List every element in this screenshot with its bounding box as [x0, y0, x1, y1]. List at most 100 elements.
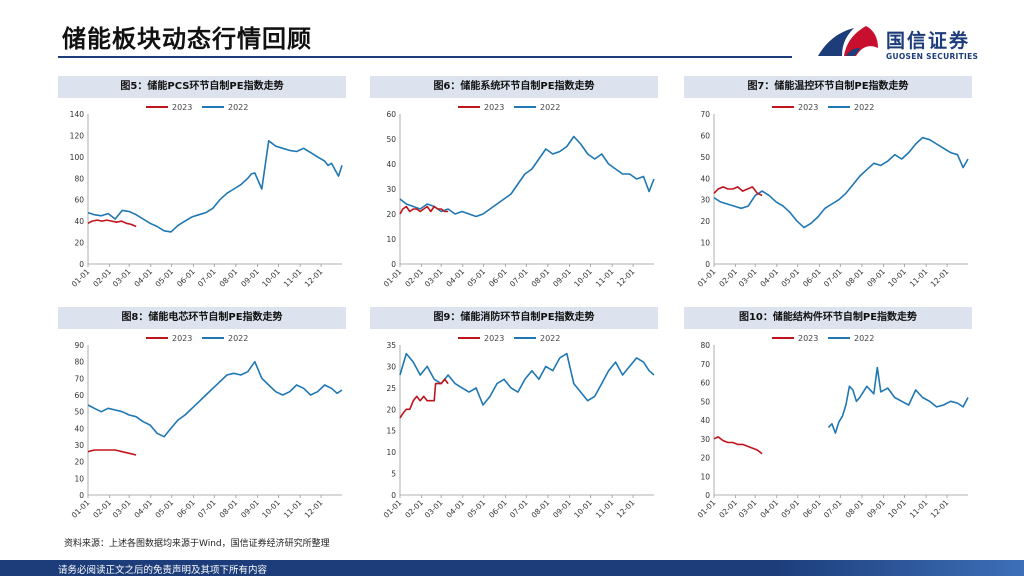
x-tick-label: 03-01: [111, 498, 133, 520]
x-tick-label: 03-01: [423, 498, 445, 520]
legend-item-2022: 2022: [514, 103, 560, 112]
legend-item-2022: 2022: [202, 103, 248, 112]
x-tick-label: 08-01: [530, 267, 552, 289]
x-tick-label: 05-01: [153, 267, 175, 289]
x-tick-label: 06-01: [487, 267, 509, 289]
x-tick-label: 08-01: [218, 498, 240, 520]
legend-label: 2023: [798, 103, 818, 112]
chart-title: 图10：储能结构件环节自制PE指数走势: [684, 307, 972, 329]
legend-item-2022: 2022: [514, 334, 560, 343]
x-tick-label: 04-01: [758, 498, 780, 520]
x-tick-label: 03-01: [111, 267, 133, 289]
y-tick-label: 60: [74, 196, 84, 205]
legend: 2023 2022: [772, 334, 874, 343]
x-tick-label: 05-01: [779, 498, 801, 520]
legend-item-2023: 2023: [458, 334, 504, 343]
x-tick-label: 08-01: [218, 267, 240, 289]
y-tick-label: 60: [700, 379, 710, 388]
legend-label: 2023: [484, 334, 504, 343]
x-tick-label: 07-01: [508, 267, 530, 289]
x-tick-label: 09-01: [865, 498, 887, 520]
x-tick-label: 09-01: [239, 267, 261, 289]
x-tick-label: 12-01: [303, 267, 325, 289]
chart-title: 图8：储能电芯环节自制PE指数走势: [58, 307, 346, 329]
title-rule: [58, 56, 792, 58]
footer-disclaimer: 请务必阅读正文之后的免责声明及其项下所有内容: [58, 565, 268, 576]
x-tick-label: 10-01: [572, 498, 594, 520]
legend-item-2023: 2023: [772, 103, 818, 112]
y-tick-label: 40: [74, 217, 84, 226]
x-tick-label: 01-01: [382, 498, 404, 520]
y-tick-label: 140: [70, 110, 85, 119]
legend-label: 2023: [172, 334, 192, 343]
x-tick-label: 03-01: [737, 267, 759, 289]
x-tick-label: 11-01: [594, 498, 616, 520]
y-tick-label: 30: [74, 441, 84, 450]
source-note: 资料来源：上述各图数据均来源于Wind，国信证券经济研究所整理: [64, 539, 330, 549]
y-tick-label: 80: [74, 358, 84, 367]
footer-bar: [0, 560, 1024, 576]
series-line-2023: [399, 378, 449, 419]
series-line-2023: [87, 449, 137, 456]
chart-title: 图7：储能温控环节自制PE指数走势: [684, 76, 972, 98]
y-tick-label: 0: [391, 260, 396, 269]
y-tick-label: 0: [79, 491, 84, 500]
x-tick-label: 01-01: [696, 498, 718, 520]
x-tick-label: 01-01: [382, 267, 404, 289]
series-line-2022: [399, 352, 655, 406]
legend-item-2022: 2022: [202, 334, 248, 343]
y-tick-label: 40: [74, 424, 84, 433]
x-tick-label: 06-01: [487, 498, 509, 520]
y-tick-label: 0: [705, 491, 710, 500]
y-tick-label: 10: [74, 474, 84, 483]
x-tick-label: 07-01: [822, 267, 844, 289]
y-tick-label: 70: [700, 360, 710, 369]
guosen-logo: 国信证券 GUOSEN SECURITIES: [816, 22, 986, 66]
series-line-2022: [713, 136, 969, 229]
x-tick-label: 10-01: [886, 498, 908, 520]
y-tick-label: 60: [700, 131, 710, 140]
x-tick-label: 11-01: [594, 267, 616, 289]
logo-cn-text: 国信证券: [886, 30, 971, 52]
x-tick-label: 10-01: [572, 267, 594, 289]
legend-label: 2022: [854, 103, 874, 112]
x-tick-label: 08-01: [530, 498, 552, 520]
chart-panel-5: 图5：储能PCS环节自制PE指数走势 2023 2022 0 20 40 60 80 100 1…: [58, 76, 346, 296]
x-tick-label: 11-01: [282, 267, 304, 289]
legend-item-2023: 2023: [458, 103, 504, 112]
x-tick-label: 02-01: [717, 498, 739, 520]
legend-label: 2022: [228, 103, 248, 112]
y-tick-label: 20: [74, 239, 84, 248]
x-tick-label: 10-01: [260, 498, 282, 520]
x-tick-label: 06-01: [175, 267, 197, 289]
y-tick-label: 20: [386, 210, 396, 219]
x-tick-label: 05-01: [153, 498, 175, 520]
chart-title: 图5：储能PCS环节自制PE指数走势: [58, 76, 346, 98]
legend-label: 2022: [228, 334, 248, 343]
x-tick-label: 08-01: [844, 267, 866, 289]
y-tick-label: 80: [700, 341, 710, 350]
y-tick-label: 5: [391, 470, 396, 479]
legend-label: 2022: [854, 334, 874, 343]
chart-panel-9: 图9：储能消防环节自制PE指数走势 2023 2022 0 5 10 15 20 25 30 35…: [370, 307, 658, 527]
y-tick-label: 35: [386, 341, 396, 350]
x-tick-label: 04-01: [444, 267, 466, 289]
x-tick-label: 05-01: [465, 267, 487, 289]
y-tick-label: 50: [700, 397, 710, 406]
legend-item-2023: 2023: [146, 103, 192, 112]
x-tick-label: 06-01: [175, 498, 197, 520]
y-tick-label: 30: [700, 435, 710, 444]
x-tick-label: 07-01: [196, 267, 218, 289]
y-tick-label: 100: [70, 153, 85, 162]
x-tick-label: 11-01: [282, 498, 304, 520]
legend-item-2023: 2023: [772, 334, 818, 343]
logo-en-text: GUOSEN SECURITIES: [886, 52, 979, 61]
x-tick-label: 02-01: [403, 498, 425, 520]
x-tick-label: 04-01: [132, 498, 154, 520]
legend: 2023 2022: [458, 103, 560, 112]
legend-label: 2023: [484, 103, 504, 112]
y-tick-label: 60: [74, 391, 84, 400]
y-tick-label: 20: [700, 217, 710, 226]
y-tick-label: 25: [386, 384, 396, 393]
